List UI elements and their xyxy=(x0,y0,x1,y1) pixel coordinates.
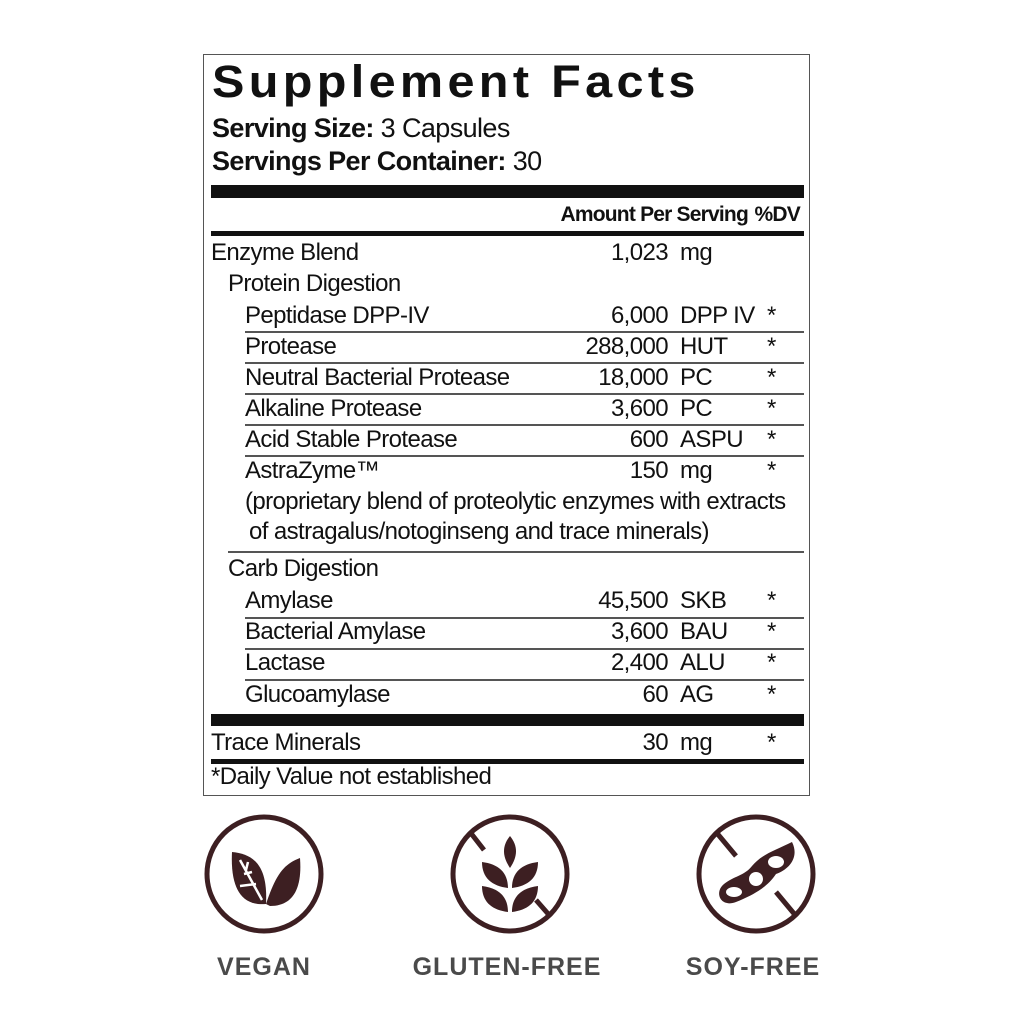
badge-label: GLUTEN-FREE xyxy=(412,953,602,981)
nutrient-row: Glucoamylase 60 AG * xyxy=(211,679,804,710)
nutrient-name: Carb Digestion xyxy=(228,555,379,582)
row-divider xyxy=(245,617,804,619)
nutrient-name: AstraZyme™ xyxy=(245,457,380,484)
nutrient-unit: HUT xyxy=(680,333,728,360)
nutrient-row: Protein Digestion xyxy=(211,268,804,299)
nutrient-row: Peptidase DPP-IV 6,000 DPP IV * xyxy=(211,300,804,331)
nutrient-amount: 3,600 xyxy=(610,618,669,645)
servings-per-container: Servings Per Container: 30 xyxy=(212,146,542,176)
nutrient-row: Neutral Bacterial Protease 18,000 PC * xyxy=(211,362,804,393)
nutrient-unit: BAU xyxy=(680,618,728,645)
nutrient-amount: 3,600 xyxy=(610,395,669,422)
nutrient-row: Bacterial Amylase 3,600 BAU * xyxy=(211,616,804,647)
nutrient-amount: 150 xyxy=(629,457,669,484)
nutrient-row: AstraZyme™ 150 mg * xyxy=(211,455,804,486)
nutrient-unit: AG xyxy=(680,681,714,708)
nutrient-name: Peptidase DPP-IV xyxy=(245,302,429,329)
nutrient-amount: 18,000 xyxy=(598,364,668,391)
row-divider xyxy=(245,679,804,681)
nutrient-amount: 2,400 xyxy=(610,649,669,676)
nutrient-dv: * xyxy=(767,618,776,645)
nutrient-row: (proprietary blend of proteolytic enzyme… xyxy=(211,486,804,517)
nutrient-name: of astragalus/notoginseng and trace mine… xyxy=(249,518,710,545)
nutrient-row: Acid Stable Protease 600 ASPU * xyxy=(211,424,804,455)
nutrient-name: Alkaline Protease xyxy=(245,395,422,422)
nutrient-row: Enzyme Blend 1,023 mg xyxy=(211,237,804,268)
nutrient-row: Alkaline Protease 3,600 PC * xyxy=(211,393,804,424)
divider xyxy=(211,759,804,764)
nutrient-unit: mg xyxy=(680,729,713,756)
nutrient-name: Protease xyxy=(245,333,337,360)
nutrient-amount: 45,500 xyxy=(598,587,668,614)
nutrient-name: (proprietary blend of proteolytic enzyme… xyxy=(245,488,786,515)
nutrient-name: Protein Digestion xyxy=(228,270,401,297)
nutrient-dv: * xyxy=(767,587,776,614)
row-divider xyxy=(245,648,804,650)
row-divider xyxy=(228,551,804,553)
no-wheat-icon xyxy=(450,814,570,934)
nutrient-row: Carb Digestion xyxy=(211,553,804,584)
nutrient-dv: * xyxy=(767,729,776,756)
nutrient-row: Protease 288,000 HUT * xyxy=(211,331,804,362)
thick-divider xyxy=(211,185,804,198)
nutrient-amount: 600 xyxy=(629,426,669,453)
footnote: *Daily Value not established xyxy=(211,763,492,790)
nutrient-unit: DPP IV xyxy=(680,302,755,329)
nutrient-name: Acid Stable Protease xyxy=(245,426,458,453)
nutrient-dv: * xyxy=(767,302,776,329)
nutrient-unit: SKB xyxy=(680,587,727,614)
thick-divider xyxy=(211,714,804,726)
nutrient-unit: PC xyxy=(680,395,713,422)
badge-label: SOY-FREE xyxy=(685,953,821,981)
nutrient-row: Amylase 45,500 SKB * xyxy=(211,585,804,616)
nutrient-dv: * xyxy=(767,649,776,676)
nutrient-name: Neutral Bacterial Protease xyxy=(245,364,510,391)
nutrient-name: Trace Minerals xyxy=(211,729,361,756)
nutrient-amount: 1,023 xyxy=(610,239,669,266)
nutrient-dv: * xyxy=(767,395,776,422)
nutrient-unit: mg xyxy=(680,239,713,266)
badge-label: VEGAN xyxy=(217,953,311,981)
column-header: Amount Per Serving %DV xyxy=(560,203,801,226)
nutrient-name: Amylase xyxy=(245,587,333,614)
nutrient-row: of astragalus/notoginseng and trace mine… xyxy=(211,516,804,547)
nutrient-amount: 60 xyxy=(642,681,669,708)
nutrient-unit: ALU xyxy=(680,649,725,676)
no-soy-icon xyxy=(696,814,816,934)
serving-size: Serving Size: 3 Capsules xyxy=(212,113,510,143)
nutrient-dv: * xyxy=(767,457,776,484)
nutrient-amount: 288,000 xyxy=(585,333,668,360)
nutrient-unit: mg xyxy=(680,457,713,484)
nutrient-name: Enzyme Blend xyxy=(211,239,359,266)
leaf-icon xyxy=(204,814,324,934)
nutrient-name: Glucoamylase xyxy=(245,681,390,708)
supplement-facts-panel xyxy=(203,54,810,796)
nutrient-name: Bacterial Amylase xyxy=(245,618,426,645)
nutrient-unit: PC xyxy=(680,364,713,391)
nutrient-dv: * xyxy=(767,333,776,360)
row-divider xyxy=(245,424,804,426)
row-divider xyxy=(245,362,804,364)
nutrient-row: Trace Minerals 30 mg * xyxy=(211,727,804,758)
panel-title: Supplement Facts xyxy=(212,56,700,107)
row-divider xyxy=(245,455,804,457)
nutrient-amount: 30 xyxy=(642,729,669,756)
nutrient-unit: ASPU xyxy=(680,426,744,453)
nutrient-dv: * xyxy=(767,681,776,708)
nutrient-name: Lactase xyxy=(245,649,325,676)
row-divider xyxy=(245,331,804,333)
divider xyxy=(211,231,804,236)
nutrient-row: Lactase 2,400 ALU * xyxy=(211,647,804,678)
nutrient-dv: * xyxy=(767,364,776,391)
nutrient-amount: 6,000 xyxy=(610,302,669,329)
nutrient-dv: * xyxy=(767,426,776,453)
row-divider xyxy=(245,393,804,395)
